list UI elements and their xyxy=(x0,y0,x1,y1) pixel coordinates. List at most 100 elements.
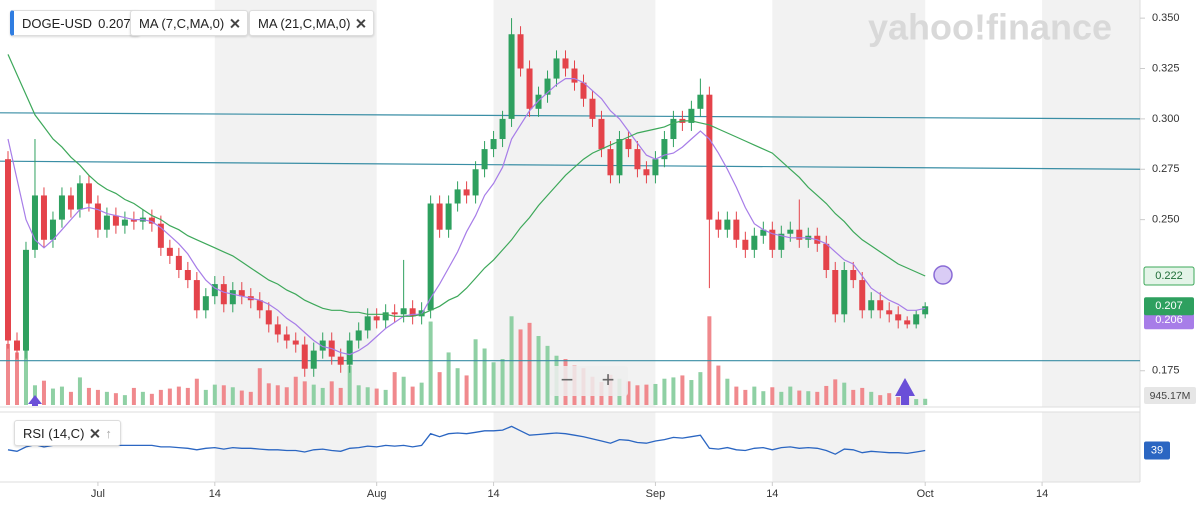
period-band xyxy=(214,412,377,482)
volume-bar xyxy=(275,385,280,405)
volume-bar xyxy=(284,387,289,405)
candle-body xyxy=(796,229,803,240)
candle-body xyxy=(157,223,164,248)
period-band xyxy=(1042,0,1140,407)
x-tick-label: Sep xyxy=(646,488,666,500)
zoom-in[interactable]: + xyxy=(602,367,615,392)
candle-body xyxy=(130,219,137,222)
volume-bar xyxy=(419,382,424,405)
volume-bar xyxy=(743,389,748,405)
remove-icon[interactable] xyxy=(230,19,239,28)
candle-body xyxy=(220,284,227,305)
volume-bar xyxy=(527,322,532,405)
volume-bar xyxy=(815,391,820,405)
y-tick-label: 0.275 xyxy=(1152,163,1180,175)
volume-bar xyxy=(248,391,253,405)
candle-body xyxy=(112,215,119,226)
candle-body xyxy=(544,78,551,95)
remove-icon[interactable] xyxy=(90,429,99,438)
rsi-chip[interactable]: RSI (14,C) ↑ xyxy=(14,420,121,446)
watermark: yahoo!finance xyxy=(868,7,1112,48)
volume-bar xyxy=(824,385,829,405)
candle-body xyxy=(832,270,839,315)
volume-last-box xyxy=(1144,387,1196,404)
candle-body xyxy=(409,308,416,317)
y-tick-label: 0.300 xyxy=(1152,113,1180,125)
ma7-chip[interactable]: MA (7,C,MA,0) xyxy=(130,10,249,36)
volume-bar xyxy=(212,384,217,405)
candle-body xyxy=(310,350,317,369)
volume-bar xyxy=(770,387,775,405)
volume-bar xyxy=(761,391,766,405)
candle-body xyxy=(211,284,218,297)
volume-bar xyxy=(365,387,370,405)
volume-bar xyxy=(455,368,460,405)
volume-bar xyxy=(536,336,541,405)
volume-bar xyxy=(635,385,640,405)
volume-bar xyxy=(788,386,793,405)
candle-body xyxy=(661,139,668,160)
candle-body xyxy=(175,255,182,270)
candle-body xyxy=(58,195,65,220)
candle-body xyxy=(5,159,11,341)
y-tick-label: 0.250 xyxy=(1152,214,1180,226)
symbol: DOGE-USD xyxy=(22,15,93,31)
zoom-out[interactable]: − xyxy=(561,367,574,392)
volume-bar xyxy=(752,386,757,405)
volume-bar xyxy=(6,343,10,405)
candle-body xyxy=(94,203,101,230)
ma21-chip[interactable]: MA (21,C,MA,0) xyxy=(249,10,375,36)
volume-bar xyxy=(464,375,469,405)
candle-body xyxy=(850,270,857,281)
period-band xyxy=(772,412,926,482)
volume-bar xyxy=(491,362,496,405)
candle-body xyxy=(463,189,470,196)
last-price-label: 0.207 xyxy=(1155,300,1183,312)
symbol-chip[interactable]: DOGE-USD 0.207 xyxy=(10,10,140,36)
volume-bar xyxy=(329,381,334,405)
candle-body xyxy=(445,203,452,230)
remove-icon[interactable] xyxy=(356,19,365,28)
candle-body xyxy=(751,235,758,250)
volume-bar xyxy=(311,384,316,405)
volume-bar xyxy=(122,395,127,405)
volume-bar xyxy=(401,376,406,405)
candle-body xyxy=(922,306,929,315)
candle-body xyxy=(22,249,29,351)
ma-line xyxy=(7,78,926,356)
candle-body xyxy=(436,203,443,230)
candle-body xyxy=(49,219,56,240)
volume-bar xyxy=(239,390,244,405)
ma-line xyxy=(7,54,926,317)
move-icon[interactable]: ↑ xyxy=(105,425,112,441)
x-tick-label: 14 xyxy=(209,488,221,500)
annotation-marker[interactable] xyxy=(933,265,953,285)
candle-body xyxy=(769,229,776,250)
volume-bar xyxy=(671,377,676,405)
volume-bar xyxy=(59,386,64,405)
ma21-last-label: 0.222 xyxy=(1155,270,1183,282)
ma21-last-border xyxy=(1143,266,1195,286)
volume-bar xyxy=(545,345,550,405)
volume-bar xyxy=(734,386,739,405)
candle-body xyxy=(256,300,263,311)
volume-bar xyxy=(257,368,262,405)
candle-body xyxy=(427,203,434,311)
volume-bar xyxy=(140,391,145,405)
candle-body xyxy=(598,118,605,150)
candle-body xyxy=(382,312,389,321)
candle-body xyxy=(193,280,200,311)
event-arrow[interactable] xyxy=(28,395,42,406)
candle-body xyxy=(454,189,461,204)
volume-bar xyxy=(689,380,694,405)
x-tick-label: 14 xyxy=(487,488,499,500)
candle-body xyxy=(31,195,38,250)
candle-body xyxy=(517,34,524,69)
volume-bar xyxy=(653,383,658,405)
event-arrow[interactable] xyxy=(895,378,915,405)
volume-bar xyxy=(806,391,811,405)
volume-bar xyxy=(77,377,82,405)
candle-body xyxy=(823,243,830,270)
